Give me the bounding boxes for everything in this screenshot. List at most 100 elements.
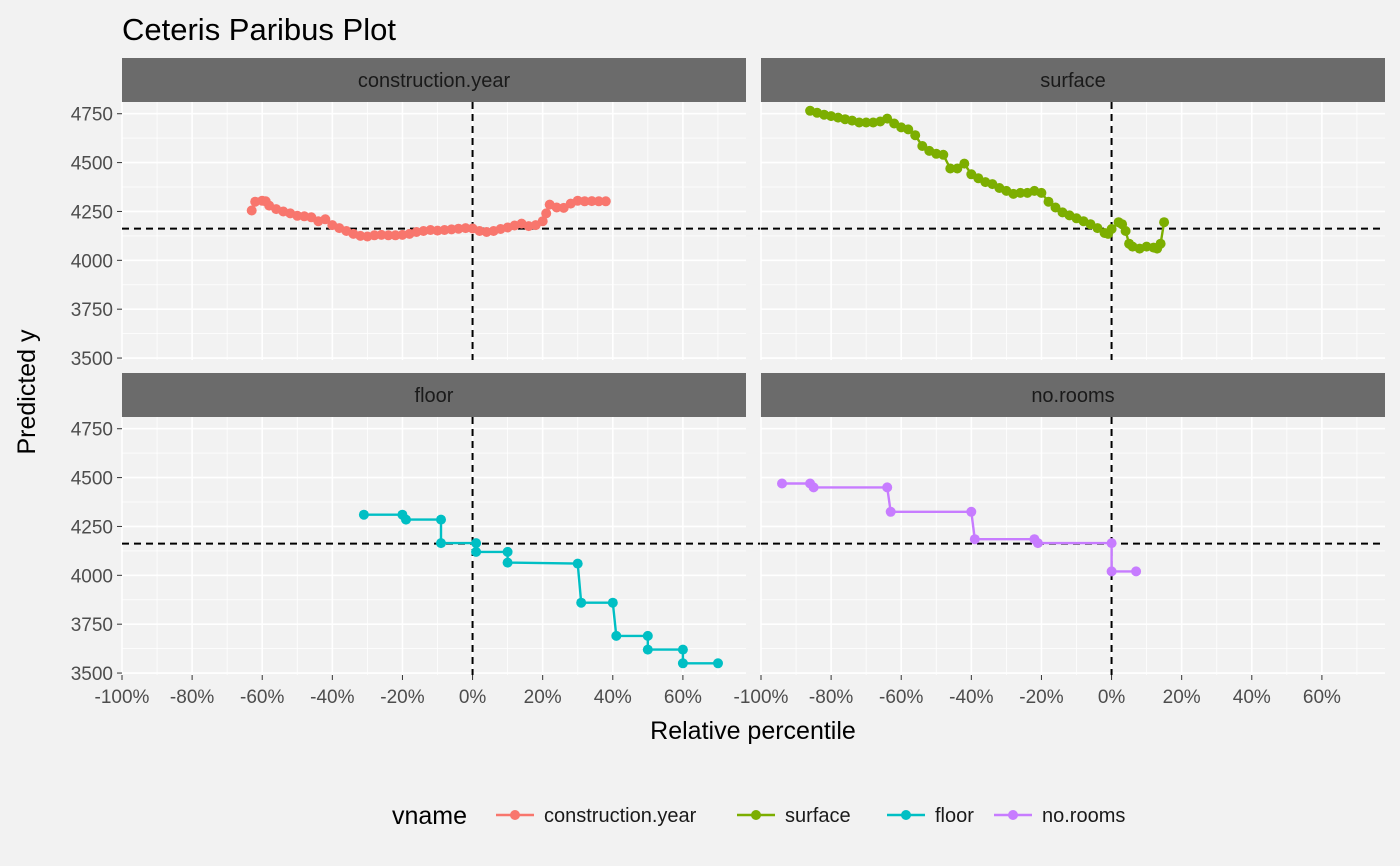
x-tick-label: -100% [734,687,789,708]
legend-entry-surface: surface [737,805,851,827]
legend-label: floor [935,805,974,827]
data-point [917,141,928,151]
x-tick-label: 0% [459,687,487,708]
data-point [1036,187,1047,198]
data-point [777,478,787,489]
x-tick-label: 60% [664,687,702,708]
series-line [363,513,718,665]
x-tick-label: -40% [310,687,354,708]
x-tick-label: 20% [1163,687,1201,708]
data-point [537,216,548,227]
data-point [1120,226,1131,236]
y-tick-label: 4750 [71,420,113,441]
legend-label: surface [785,805,851,827]
data-point [882,482,893,493]
data-point [642,644,653,655]
data-point [903,124,914,135]
data-point [586,196,597,207]
legend-entry-floor: floor [887,805,974,827]
x-tick-label: -100% [95,687,150,708]
data-point [401,514,411,525]
data-point [436,514,446,525]
y-tick-label: 4750 [71,105,113,126]
data-point [677,644,688,655]
data-point [541,208,552,219]
panel-strip-label: surface [1040,70,1106,92]
data-point [1131,566,1142,577]
legend-key-point [510,810,520,820]
data-point [502,557,513,568]
data-point [1159,217,1170,228]
x-tick-label: -60% [879,687,923,708]
data-point [952,163,963,174]
x-tick-label: -80% [809,687,853,708]
data-point [471,546,482,557]
panel-floor: floor 3500 3750 4000 4250 4500 4750 -100% -80% -6… [71,373,761,708]
legend-label: no.rooms [1042,805,1125,827]
legend-key-point [751,810,761,820]
x-tick-label: -20% [380,687,424,708]
data-point [861,117,872,128]
legend-entry-construction-year: construction.year [496,805,697,827]
data-point [607,597,618,608]
legend: vname construction.year surface floor no.roo… [392,802,1125,830]
y-tick-label: 4500 [71,154,113,175]
x-axis-label: Relative percentile [650,717,856,745]
data-point [1032,538,1043,549]
legend-key-point [901,810,911,820]
legend-label: construction.year [544,805,697,827]
series-line [782,482,1137,573]
data-point [436,538,446,549]
panel-strip [761,373,1385,417]
panel-strip-label: no.rooms [1031,385,1114,407]
data-point [502,546,513,557]
x-tick-label: 40% [594,687,632,708]
panel-no-rooms: no.rooms -100% -80% -60% -40% -20% 0% 20% 40% 60% [734,373,1385,708]
x-tick-label: -80% [170,687,214,708]
panel-strip [761,58,1385,102]
series-floor [358,509,723,669]
data-point [1155,238,1166,249]
data-point [882,113,893,124]
x-tick-label: -20% [1019,687,1063,708]
panel-strip [122,373,746,417]
y-tick-label: 3750 [71,615,113,636]
x-tick-label: -60% [240,687,284,708]
y-tick-label: 3500 [71,664,113,685]
panel-surface: surface [760,58,1385,360]
data-point [713,658,723,669]
data-point [1092,223,1103,234]
y-tick-label: 3750 [71,300,113,321]
panel-construction-year: construction.year 3500 3750 4000 4250 4500 475… [71,58,761,370]
data-point [471,538,482,549]
data-point [246,205,257,216]
data-point [320,214,331,225]
data-point [579,196,590,207]
data-point [910,130,921,141]
y-tick-label: 4250 [71,202,113,223]
data-point [1050,202,1061,213]
panel-strip-label: construction.year [358,70,511,92]
panel-strip [122,58,746,102]
chart-title: Ceteris Paribus Plot [122,12,396,47]
x-tick-label: 60% [1303,687,1341,708]
data-point [966,506,977,517]
data-point [572,558,583,569]
data-point [576,597,587,608]
data-point [383,230,394,241]
data-point [938,149,949,160]
series-no-rooms [777,478,1142,577]
data-point [677,658,688,669]
data-point [1106,566,1117,577]
data-point [600,196,611,207]
data-point [1015,187,1026,198]
y-tick-label: 4000 [71,251,113,272]
x-tick-label: 0% [1098,687,1126,708]
data-point [1106,224,1117,234]
panel-strip-label: floor [415,385,454,407]
x-tick-label: -40% [949,687,993,708]
data-point [611,630,622,641]
y-tick-label: 4250 [71,517,113,538]
y-axis-label: Predicted y [13,329,41,455]
